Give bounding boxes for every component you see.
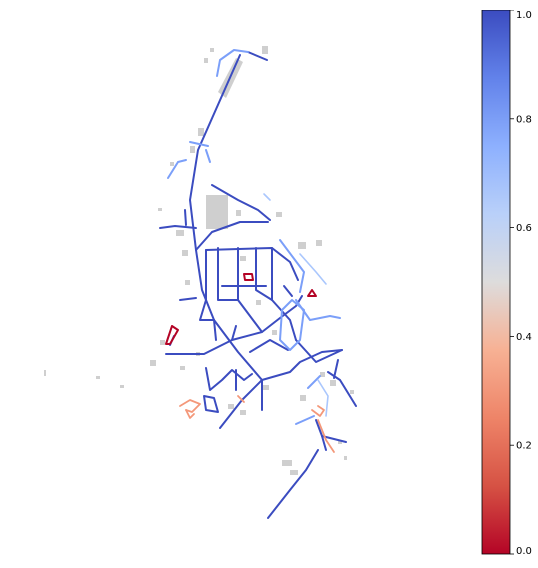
- colorbar-gradient: [481, 10, 511, 555]
- road-network-mid-high: [167, 49, 341, 425]
- colorbar-tick-label: 0.8: [516, 114, 532, 125]
- colorbar-tick-label: 0.4: [516, 332, 532, 343]
- road-network-mid: [263, 193, 329, 417]
- colorbar-tick-label: 0.6: [516, 223, 532, 234]
- city-network-map: [44, 46, 357, 519]
- building-footprints: [44, 46, 354, 475]
- colorbar-tick-label: 1.0: [516, 10, 532, 21]
- road-network-lowest: [165, 273, 317, 345]
- colorbar-tick-label: 0.2: [516, 441, 532, 452]
- colorbar-ticks: 0.0 0.2 0.4 0.6 0.8 1.0: [510, 10, 532, 556]
- road-network-high: [159, 51, 357, 519]
- road-network-low: [179, 395, 335, 453]
- colorbar-tick-label: 0.0: [516, 546, 532, 556]
- colorbar: 0.0 0.2 0.4 0.6 0.8 1.0: [481, 10, 532, 556]
